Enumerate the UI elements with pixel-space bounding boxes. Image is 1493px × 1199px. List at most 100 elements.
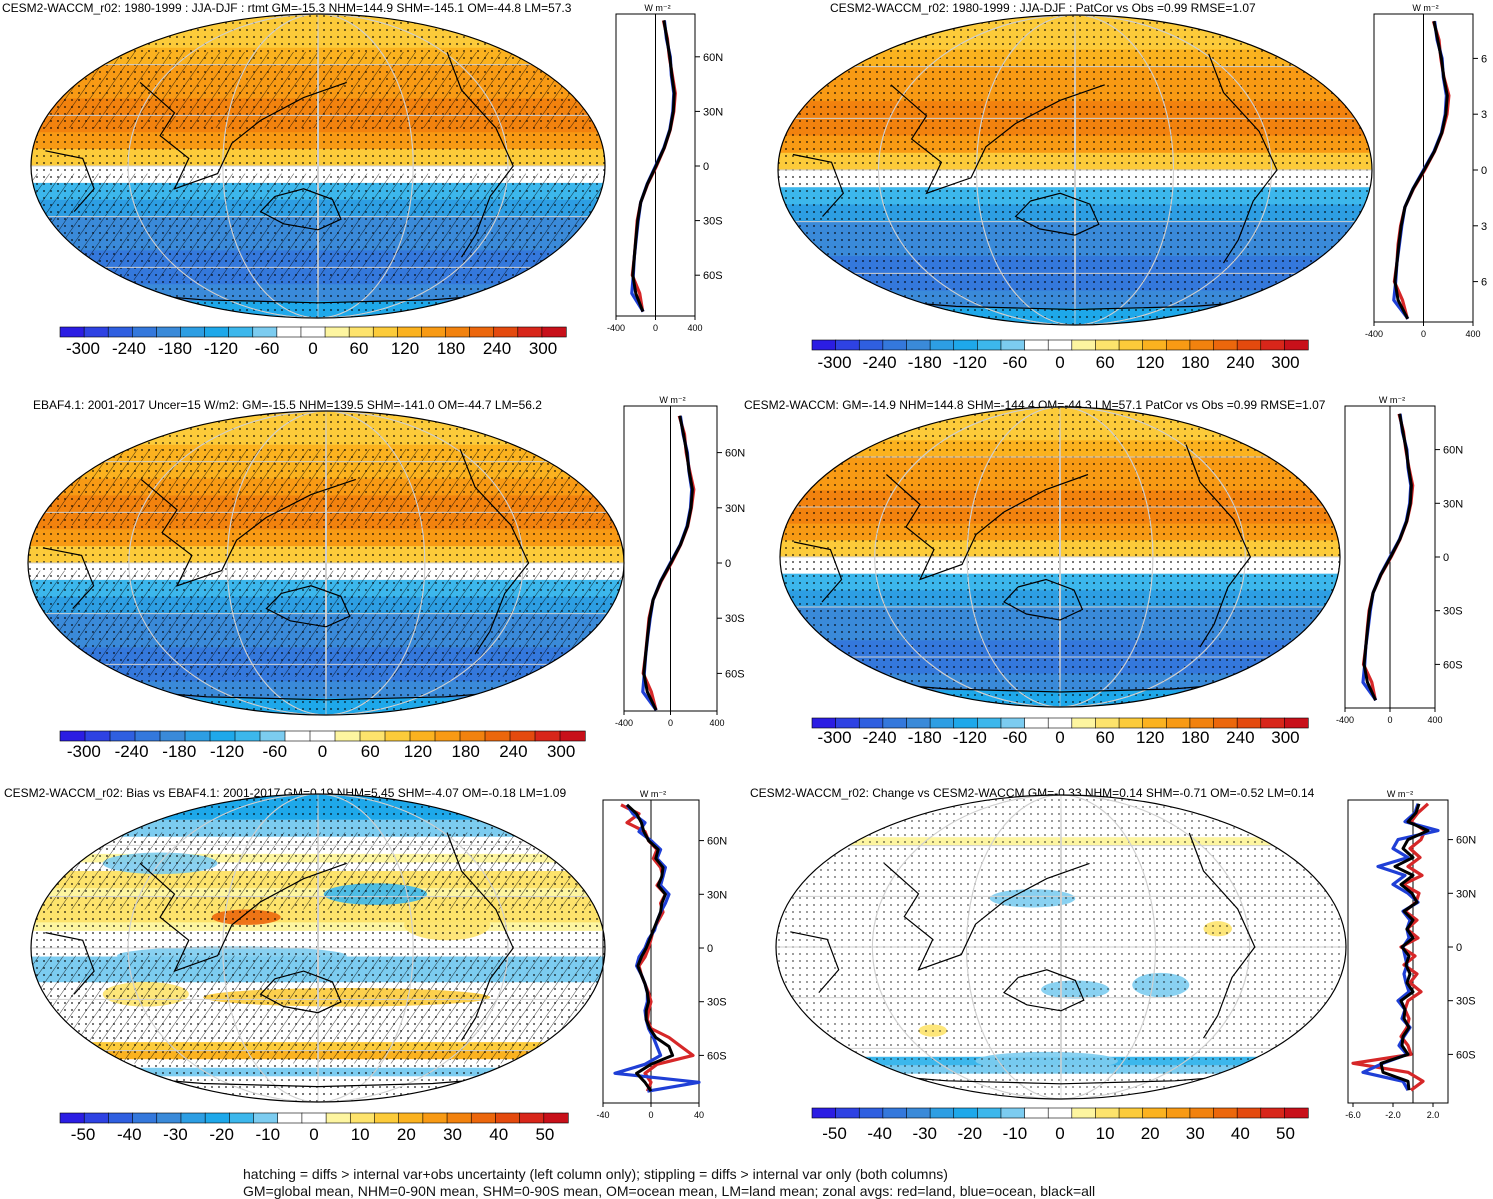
colorbar-swatch xyxy=(1213,339,1238,351)
longitude-line xyxy=(127,794,509,1102)
colorbar-swatch xyxy=(811,1107,837,1119)
x-tick-label: 0 xyxy=(1387,715,1392,725)
graticule xyxy=(31,794,605,1102)
colorbar-swatch xyxy=(858,1107,884,1119)
colorbar-label: 300 xyxy=(547,742,575,761)
map-outline xyxy=(777,14,1373,326)
coastline xyxy=(890,84,1105,195)
colorbar-label: -300 xyxy=(67,742,101,761)
colorbar-swatch xyxy=(134,730,161,742)
colorbar-label: -60 xyxy=(1003,353,1028,372)
coastline xyxy=(45,150,95,212)
colorbar-swatch xyxy=(229,1112,255,1124)
coastline xyxy=(265,585,351,628)
colorbar-swatch xyxy=(309,730,336,742)
y-tick-label: 0 xyxy=(1443,552,1449,564)
colorbar-swatch xyxy=(1189,339,1215,351)
colorbar-swatch xyxy=(301,1112,327,1124)
colorbar-label: 20 xyxy=(1141,1124,1160,1143)
zonal-unit-label: W m⁻² xyxy=(659,395,685,405)
zonal-line-all xyxy=(631,20,676,313)
y-tick-label: 60S xyxy=(703,270,723,282)
map-outline xyxy=(30,13,606,319)
y-tick-label: 30N xyxy=(1443,498,1463,510)
zonal-line-all xyxy=(625,803,675,1093)
longitude-line xyxy=(127,14,509,318)
zonal-line-land xyxy=(1392,20,1451,320)
colorbar-label: -60 xyxy=(262,742,287,761)
colorbar-swatch xyxy=(131,326,157,338)
colorbar-label: -20 xyxy=(209,1125,234,1144)
map-outline xyxy=(775,794,1347,1100)
colorbar-label: 30 xyxy=(443,1125,462,1144)
colorbar-swatch xyxy=(384,730,411,742)
zonal-line-ocean xyxy=(1392,20,1448,320)
zonal-unit-label: W m⁻² xyxy=(640,789,666,799)
colorbar-swatch xyxy=(1284,339,1309,351)
colorbar-swatch xyxy=(953,1107,978,1119)
world-map xyxy=(31,794,605,1102)
colorbar-label: 120 xyxy=(1136,353,1164,372)
zonal-mean-plot: 6 3 0 3 6 -400 0 400 W m⁻² xyxy=(1365,3,1487,339)
colorbar-swatch xyxy=(906,339,931,351)
colorbar-label: -30 xyxy=(912,1124,937,1143)
footer-line-1: hatching = diffs > internal var+obs unce… xyxy=(243,1166,948,1182)
colorbar-label: -50 xyxy=(71,1125,96,1144)
colorbar-swatch xyxy=(109,730,136,742)
y-tick-label: 60N xyxy=(725,448,745,460)
zonal-line-all xyxy=(1362,413,1413,701)
zonal-line-ocean xyxy=(630,20,676,313)
colorbar-label: -120 xyxy=(210,742,244,761)
colorbar-swatch xyxy=(156,1112,182,1124)
coastline xyxy=(793,541,843,603)
colorbar-swatch xyxy=(1189,717,1215,729)
colorbar-swatch xyxy=(906,717,931,729)
colorbar-label: 0 xyxy=(1055,1124,1064,1143)
colorbar-swatch xyxy=(1165,1107,1191,1119)
y-tick-label: 60N xyxy=(1456,835,1476,847)
colorbar-label: 20 xyxy=(397,1125,416,1144)
x-tick-label: -2.0 xyxy=(1385,1110,1401,1120)
y-tick-label: 60S xyxy=(1456,1049,1476,1061)
graticule xyxy=(776,795,1346,1099)
colorbar-swatch xyxy=(470,1112,497,1124)
longitude-line xyxy=(317,14,319,318)
x-tick-label: -400 xyxy=(607,323,625,333)
x-tick-label: 400 xyxy=(1427,715,1442,725)
colorbar-label: 60 xyxy=(361,742,380,761)
colorbar-label: 40 xyxy=(489,1125,508,1144)
zonal-line-ocean xyxy=(1361,413,1413,702)
colorbar-label: 10 xyxy=(351,1125,370,1144)
colorbar-label: -40 xyxy=(867,1124,892,1143)
colorbar-label: -300 xyxy=(818,728,852,747)
x-tick-label: -6.0 xyxy=(1345,1110,1361,1120)
colorbar-swatch xyxy=(325,1112,351,1124)
colorbar-label: -240 xyxy=(115,742,149,761)
panel-5-graphics: 60N 30N 0 30S 60S -6.0 -2.0 2.0 W m⁻² -50 -40 -30 -2… xyxy=(775,789,1476,1143)
longitude-line xyxy=(128,411,524,715)
colorbar-swatch xyxy=(858,717,884,729)
x-tick-label: 0 xyxy=(648,1110,653,1120)
coastline xyxy=(792,153,844,217)
colorbar-swatch xyxy=(1071,717,1097,729)
colorbar: -50 -40 -30 -20 -10 0 10 20 30 40 50 xyxy=(59,1112,569,1144)
colorbar-label: 240 xyxy=(1226,728,1254,747)
coastline xyxy=(139,862,347,973)
colorbar-swatch xyxy=(1260,339,1285,351)
colorbar-swatch xyxy=(1118,717,1144,729)
y-tick-label: 30S xyxy=(707,997,727,1009)
colorbar-label: 0 xyxy=(1055,728,1064,747)
zonal-mean-plot: 60N 30N 0 30S 60S -400 0 400 W m⁻² xyxy=(615,395,745,728)
colorbar-swatch xyxy=(372,326,398,338)
colorbar-label: -180 xyxy=(908,353,942,372)
coastline xyxy=(1014,192,1100,236)
coastline xyxy=(139,81,347,190)
colorbar-swatch xyxy=(277,1112,303,1124)
colorbar-swatch xyxy=(132,1112,158,1124)
colorbar-swatch xyxy=(1071,339,1097,351)
colorbar-swatch xyxy=(180,326,206,338)
colorbar-label: -10 xyxy=(256,1125,281,1144)
colorbar-swatch xyxy=(835,1107,860,1119)
graticule xyxy=(780,407,1340,707)
